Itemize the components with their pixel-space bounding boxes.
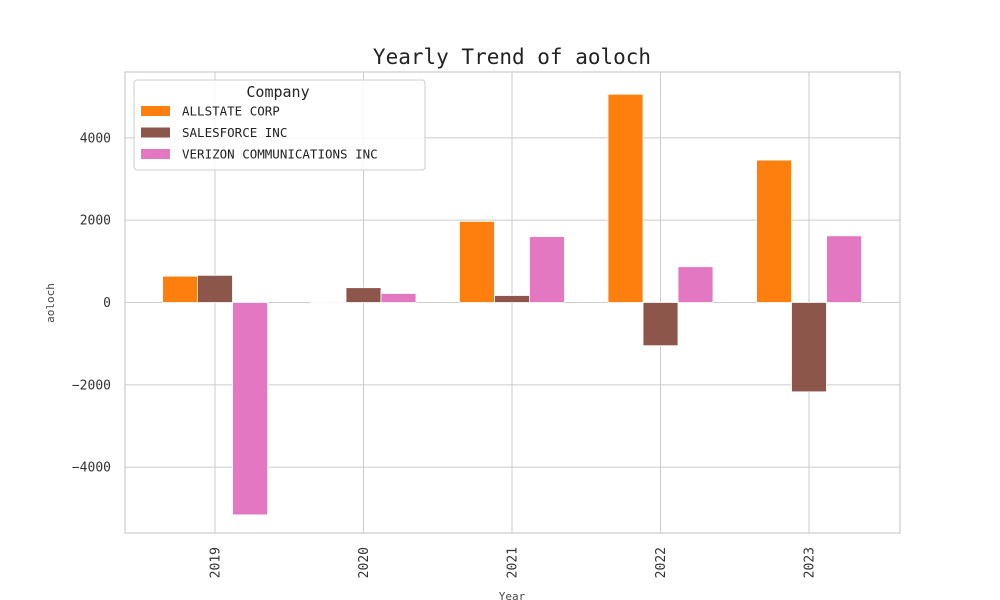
x-axis-label: Year [499, 590, 526, 600]
legend-items: ALLSTATE CORP SALESFORCE INC VERIZON COMMU… [141, 104, 378, 162]
bar-allstate-corp-2023 [756, 159, 792, 303]
x-tick-label: 2021 [506, 547, 521, 578]
bar-salesforce-inc-2021 [494, 295, 530, 303]
bars-layer [162, 93, 862, 516]
legend-swatch [141, 149, 170, 159]
y-tick-label: 0 [103, 296, 111, 311]
bar-verizon-communications-inc-2021 [529, 236, 565, 303]
x-tick-label: 2023 [803, 547, 818, 578]
y-tick-label: 2000 [80, 214, 111, 229]
bar-allstate-corp-2020 [310, 301, 347, 303]
x-tick-label: 2020 [357, 547, 372, 578]
chart-title: Yearly Trend of aoloch [373, 45, 651, 69]
bar-salesforce-inc-2022 [642, 302, 679, 347]
legend-box [133, 79, 426, 171]
x-tick-label: 2022 [654, 547, 669, 578]
bar-verizon-communications-inc-2022 [677, 266, 714, 303]
bar-allstate-corp-2022 [607, 93, 644, 303]
bar-verizon-communications-inc-2019 [232, 302, 268, 516]
x-tick-label: 2019 [209, 547, 224, 578]
y-axis-label: aoloch [44, 283, 57, 323]
bar-salesforce-inc-2019 [197, 274, 233, 303]
legend-swatch [141, 106, 170, 116]
legend-title: Company [246, 83, 309, 101]
y-tick-label: −4000 [72, 461, 111, 476]
bar-verizon-communications-inc-2023 [826, 235, 862, 303]
legend-swatch [141, 127, 170, 138]
legend-label: SALESFORCE INC [182, 125, 287, 140]
bar-allstate-corp-2021 [459, 221, 495, 303]
y-tick-label: 4000 [80, 131, 111, 146]
bar-verizon-communications-inc-2020 [380, 293, 417, 303]
y-tick-labels: −4000 −2000 0 2000 4000 [72, 131, 111, 475]
plot-frame [124, 71, 901, 534]
bar-salesforce-inc-2023 [791, 302, 827, 393]
x-tick-labels: 2019 2020 2021 2022 2023 [209, 547, 818, 578]
legend-label: ALLSTATE CORP [182, 104, 280, 119]
y-tick-label: −2000 [72, 378, 111, 393]
bar-salesforce-inc-2020 [345, 287, 382, 303]
legend: Company ALLSTATE CORP SALESFORCE INC VERIZ… [133, 79, 426, 171]
legend-label: VERIZON COMMUNICATIONS INC [182, 147, 378, 162]
bar-allstate-corp-2019 [162, 275, 198, 303]
